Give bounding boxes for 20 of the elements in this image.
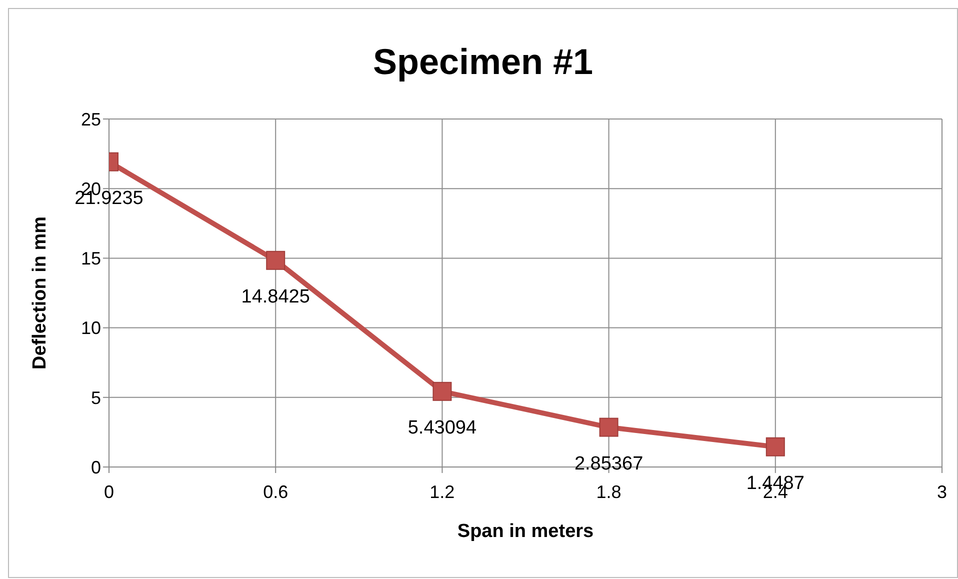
x-tick-label: 3 bbox=[936, 482, 948, 502]
y-tick-label: 5 bbox=[90, 388, 101, 408]
point bbox=[266, 250, 286, 270]
y-tick-label: 0 bbox=[90, 457, 101, 478]
x-tick-label: 0 bbox=[104, 482, 114, 502]
point bbox=[599, 418, 618, 437]
x-tick-label: 0.6 bbox=[263, 482, 288, 502]
y-tick-label: 10 bbox=[80, 318, 101, 338]
point bbox=[432, 382, 452, 401]
x-tick-label: 1.2 bbox=[430, 482, 455, 502]
x-axis-title: Span in meters bbox=[457, 521, 594, 542]
data-label: 2.85367 bbox=[574, 453, 644, 474]
data-label: 14.8425 bbox=[241, 286, 310, 308]
data-label: 5.43094 bbox=[408, 417, 477, 438]
y-axis-title: Deflection in mm bbox=[30, 216, 51, 370]
y-tick-label: 25 bbox=[80, 109, 101, 130]
y-tick-label: 15 bbox=[80, 248, 101, 269]
chart-title: Specimen #1 bbox=[372, 41, 594, 83]
point bbox=[766, 437, 785, 456]
x-tick-label: 1.8 bbox=[596, 482, 622, 502]
